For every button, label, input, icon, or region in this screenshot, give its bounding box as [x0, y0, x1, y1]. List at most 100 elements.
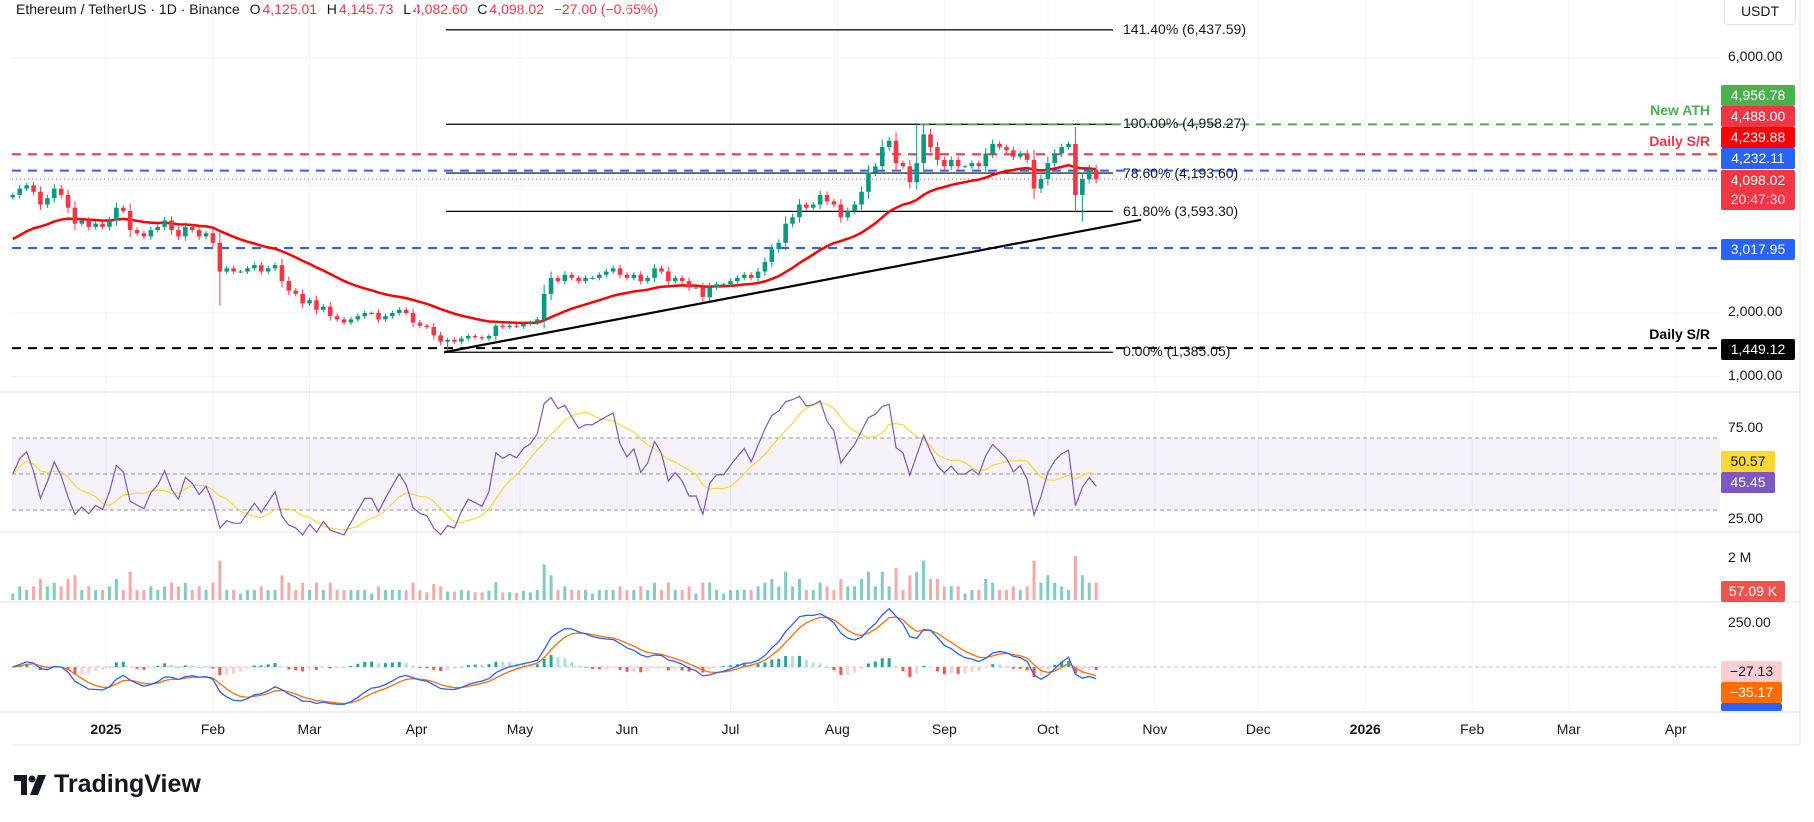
candle-body — [72, 207, 78, 224]
volume-bar — [728, 590, 732, 600]
macd-histogram-bar — [639, 667, 643, 673]
candle-body — [493, 325, 499, 336]
time-axis-label: Apr — [1664, 721, 1687, 737]
candle-body — [686, 281, 692, 288]
macd-histogram-bar — [915, 667, 919, 675]
candle-body — [555, 277, 561, 282]
macd-histogram-bar — [887, 658, 891, 667]
macd-histogram-bar — [584, 667, 588, 668]
macd-histogram-bar — [1094, 667, 1098, 671]
volume-bar — [239, 593, 243, 600]
volume-bar — [839, 579, 843, 600]
macd-histogram-bar — [715, 667, 719, 668]
rsi-line — [12, 395, 1097, 536]
candle-body — [969, 163, 975, 167]
volume-bar — [439, 586, 443, 600]
volume-bar — [929, 579, 933, 600]
volume-bar — [52, 582, 56, 600]
currency-button[interactable]: USDT — [1724, 0, 1796, 25]
new-ath-annotation: New ATH — [1650, 102, 1710, 118]
candle-body — [369, 313, 374, 314]
candle-body — [258, 265, 264, 272]
candle-body — [990, 143, 995, 154]
volume-bar — [963, 593, 967, 600]
candle-body — [31, 185, 36, 192]
candle-body — [231, 268, 236, 272]
macd-histogram-bar — [618, 667, 622, 671]
volume-bar — [66, 579, 70, 600]
volume-bar — [791, 586, 795, 600]
volume-bar — [515, 592, 519, 600]
macd-histogram-bar — [342, 667, 346, 668]
volume-bar — [218, 560, 222, 600]
volume-bar — [908, 575, 912, 600]
volume-bar — [280, 575, 284, 600]
candle-body — [327, 306, 333, 317]
candle-body — [45, 198, 50, 205]
macd-histogram-bar — [853, 667, 857, 673]
candle-body — [534, 319, 540, 323]
candle-body — [134, 230, 140, 234]
volume-bar — [418, 590, 422, 600]
volume-bar — [225, 590, 229, 600]
blue-upper-price-label: 4,232.11 — [1721, 148, 1795, 169]
volume-bar — [38, 579, 42, 600]
volume-bar — [846, 586, 850, 600]
candle-body — [362, 313, 368, 317]
candle-body — [224, 268, 230, 272]
candle-body — [576, 277, 581, 282]
volume-bar — [735, 590, 739, 600]
fib-label-100: 100.00% (4,958.27) — [1123, 115, 1246, 131]
candle-body — [1045, 163, 1051, 180]
ascending-trendline — [443, 218, 1142, 354]
macd-histogram-bar — [590, 667, 594, 669]
candle-body — [189, 226, 195, 231]
macd-histogram-bar — [273, 662, 277, 667]
volume-bar — [853, 586, 857, 600]
candle-body — [472, 335, 478, 338]
candle-body — [948, 159, 954, 167]
time-axis-label: Apr — [405, 721, 428, 737]
candle-body — [410, 313, 416, 323]
ath-price-label: 4,956.78 — [1721, 85, 1795, 106]
macd-line-label — [1721, 703, 1782, 711]
time-axis-label: Aug — [824, 721, 850, 737]
volume-bar — [1004, 590, 1008, 600]
candle-body — [17, 188, 23, 195]
volume-bar — [156, 590, 160, 600]
candle-body — [355, 316, 361, 320]
volume-bar — [590, 593, 594, 600]
volume-bar — [549, 575, 553, 600]
symbol-title[interactable]: Ethereum / TetherUS · 1D · Binance — [16, 1, 240, 17]
candle-body — [866, 172, 871, 192]
candle-body — [431, 327, 437, 336]
macd-histogram-bar — [494, 661, 498, 667]
candle-body — [51, 188, 57, 199]
macd-histogram-bar — [266, 664, 270, 667]
candle-body — [65, 194, 71, 208]
macd-histogram-bar — [301, 667, 305, 672]
macd-histogram-bar — [666, 667, 670, 671]
macd-histogram-bar — [839, 667, 843, 676]
candle-body — [914, 163, 920, 183]
logo-text: TradingView — [54, 770, 201, 798]
time-axis-label: Feb — [200, 721, 225, 737]
candle-body — [383, 316, 388, 320]
low-label: L — [403, 1, 411, 17]
macd-histogram-bar — [597, 667, 601, 670]
volume-bar — [1073, 556, 1077, 600]
volume-bar — [397, 590, 401, 600]
volume-bar — [370, 593, 374, 600]
volume-bar — [535, 590, 539, 600]
volume-bar — [1046, 575, 1050, 600]
candle-body — [721, 284, 726, 286]
macd-histogram-bar — [1087, 667, 1091, 670]
candle-body — [1059, 147, 1064, 154]
candle-body — [10, 194, 16, 198]
volume-bar — [687, 586, 691, 600]
macd-histogram-bar — [653, 667, 657, 669]
volume-bar — [494, 581, 498, 600]
time-axis-label: Oct — [1036, 721, 1059, 737]
macd-histogram-bar — [163, 663, 167, 667]
